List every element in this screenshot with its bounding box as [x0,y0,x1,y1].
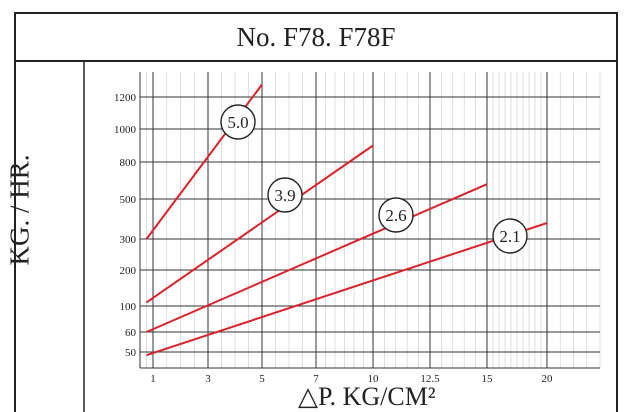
series-line-2.1 [146,222,548,357]
x-axis-label: △P. KG/CM² [298,382,436,411]
series-label-circle [492,218,528,254]
y-tick-label: 1000 [114,124,137,136]
series-label-circle [378,197,414,233]
x-tick-label: 20 [542,373,554,385]
y-tick-label: 100 [120,301,137,313]
x-tick-label: 3 [205,373,211,385]
x-tick-label: 12.5 [420,373,440,385]
y-tick-label: 800 [120,157,137,169]
series-line-2.6 [146,183,488,333]
y-tick-label: 50 [125,347,137,359]
y-tick-label: 200 [120,265,137,277]
x-tick-label: 10 [368,373,380,385]
x-tick-label: 15 [482,373,494,385]
series-line-3.9 [145,144,374,304]
series-label: 2.1 [499,227,520,246]
series-label-circle [267,177,303,213]
chart-title: No. F78. F78F [16,14,616,62]
x-tick-label: 1 [150,373,156,385]
series-label-circle [220,104,256,140]
x-tick-label: 5 [259,373,265,385]
y-tick-label: 60 [125,327,137,339]
series-label: 5.0 [227,113,248,132]
y-tick-label: 300 [120,234,137,246]
chart-frame: No. F78. F78F [14,12,618,412]
series-label: 2.6 [385,206,406,225]
series-label: 3.9 [274,186,295,205]
y-tick-label: 500 [120,194,137,206]
y-tick-label: 1200 [114,92,137,104]
x-tick-label: 7 [313,373,319,385]
